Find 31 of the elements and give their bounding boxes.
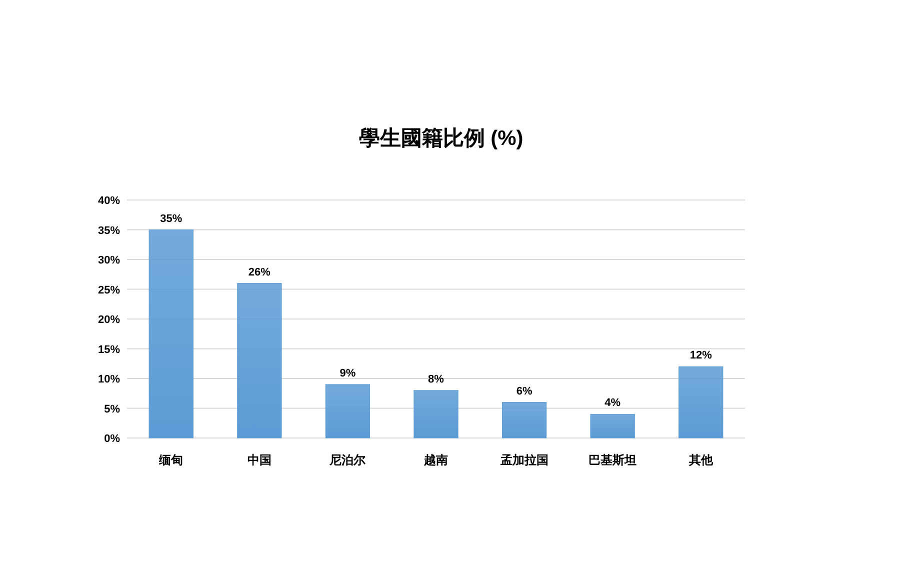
y-tick-label: 0% [104,433,120,445]
bar [237,283,282,438]
bar [590,414,635,438]
y-tick-label: 5% [104,403,120,416]
y-tick-label: 35% [98,224,120,237]
data-label: 6% [516,385,532,398]
x-tick-label: 巴基斯坦 [588,453,637,467]
data-label: 8% [428,373,444,386]
bar [148,230,194,438]
x-tick-label: 孟加拉国 [499,453,548,467]
data-label: 4% [604,397,621,410]
y-tick-label: 20% [98,314,120,326]
x-tick-label: 缅甸 [158,453,184,467]
x-tick-label: 中国 [247,453,272,467]
chart-title: 學生國籍比例 (%) [358,127,524,150]
bar [325,384,370,438]
y-tick-label: 30% [98,254,120,266]
data-label: 12% [690,350,712,362]
data-label: 35% [160,212,182,225]
y-tick-label: 40% [98,195,120,207]
bar [678,366,724,438]
y-tick-label: 10% [98,374,120,386]
x-tick-label: 其他 [688,453,714,467]
x-tick-label: 越南 [423,453,448,467]
x-tick-label: 尼泊尔 [328,453,367,467]
data-label: 9% [340,367,356,380]
y-tick-label: 15% [98,344,120,356]
bar [502,402,547,438]
bar [414,390,458,438]
data-label: 26% [248,266,271,278]
y-tick-label: 25% [98,284,120,296]
